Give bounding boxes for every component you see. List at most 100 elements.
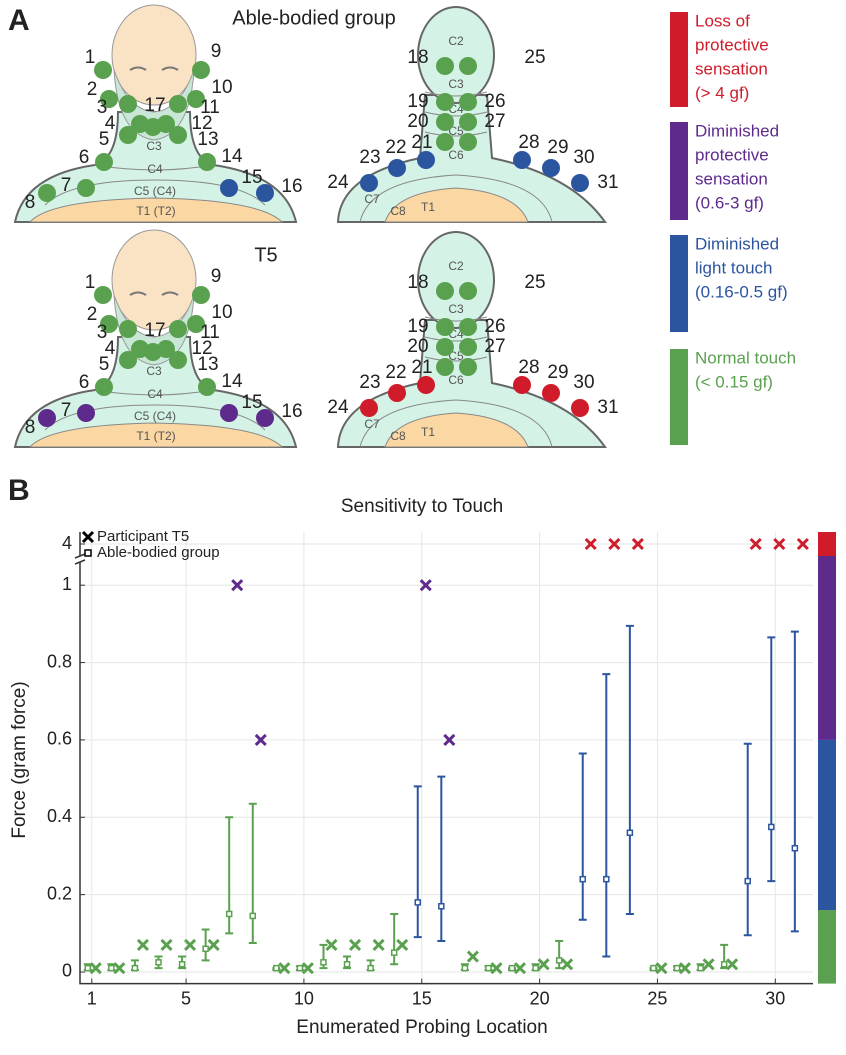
probe-dot (187, 90, 205, 108)
back-body (336, 94, 607, 223)
group-title: Able-bodied group (232, 7, 395, 29)
front-head (111, 4, 197, 106)
y-tick-label: 0.6 (47, 729, 72, 749)
median-marker (320, 959, 327, 966)
dermatome-label: C6 (448, 373, 464, 387)
median-marker (768, 823, 775, 831)
probe-dot (513, 151, 531, 169)
median-marker (720, 961, 728, 968)
t5-marker (537, 958, 550, 971)
legend-swatch (670, 349, 688, 445)
probe-dot (192, 286, 210, 304)
probe-dot (417, 151, 435, 169)
legend-text: Able-bodied group (97, 544, 220, 561)
median-marker (461, 964, 469, 972)
probe-label: 30 (573, 372, 594, 393)
probe-dot (459, 113, 477, 131)
probe-label: 23 (359, 372, 380, 393)
dermatome-label: C4 (147, 162, 163, 176)
t5-marker (655, 962, 668, 975)
axis-break (74, 553, 86, 565)
probe-label: 11 (200, 97, 220, 118)
body-diagram: Able-bodied group C3 C4 C5 (C4) T1 (T2) C2 C3 C… (13, 4, 619, 223)
probe-dot (571, 174, 589, 192)
median-marker (555, 957, 563, 964)
legend-swatch (670, 12, 688, 107)
median-marker (273, 964, 280, 972)
t5-marker (631, 537, 644, 551)
back-head (417, 6, 495, 104)
probe-dot (436, 358, 454, 376)
probe-label: 17 (144, 95, 165, 116)
probe-dot (119, 95, 137, 113)
error-bar (602, 673, 611, 958)
dermatome-label: C3 (448, 77, 464, 91)
probe-label: 18 (407, 272, 428, 293)
t5-marker (773, 537, 786, 551)
probe-dot (388, 384, 406, 402)
t5-marker (89, 962, 102, 975)
probe-label: 23 (359, 147, 380, 168)
probe-dot (100, 315, 118, 333)
back-line (359, 399, 553, 448)
t5-marker (136, 938, 149, 951)
probe-dot (94, 286, 112, 304)
probe-label: 8 (25, 417, 36, 438)
probe-label: 20 (407, 111, 428, 132)
dermatome-label: T1 (T2) (136, 204, 175, 218)
probe-label: 11 (200, 322, 220, 343)
median-marker (414, 899, 422, 906)
probe-dot (119, 320, 137, 338)
probe-dot (542, 159, 560, 177)
probe-label: 27 (484, 111, 505, 132)
probe-label: 24 (327, 172, 349, 193)
x-tick-label: 30 (765, 988, 785, 1008)
front-band (28, 197, 284, 223)
probe-dot (95, 378, 113, 396)
legend-swatch (670, 122, 688, 220)
t5-marker (443, 733, 456, 746)
probe-dot (459, 358, 477, 376)
probe-dot (169, 95, 187, 113)
legend-text: Loss of (695, 11, 750, 30)
t5-marker (207, 938, 220, 951)
panel-label: B (8, 474, 30, 507)
probe-label: 2 (87, 304, 98, 325)
median-marker (202, 945, 209, 953)
median-marker (673, 964, 681, 972)
probe-dot (436, 113, 454, 131)
probe-dot (119, 351, 137, 369)
plot-area (80, 532, 813, 984)
back-line (359, 174, 553, 223)
probe-label: 1 (85, 47, 96, 68)
error-bar (248, 802, 257, 944)
error-bar (625, 624, 634, 915)
probe-dot (436, 57, 454, 75)
probe-label: 16 (281, 401, 302, 422)
median-marker (367, 964, 374, 972)
axis-line (79, 532, 813, 985)
probe-dot (388, 159, 406, 177)
probe-dot (436, 318, 454, 336)
median-marker (178, 961, 186, 968)
probe-dot (169, 351, 187, 369)
x-tick-label: 1 (87, 988, 97, 1008)
probe-label: 16 (281, 176, 302, 197)
probe-label: 19 (407, 316, 428, 337)
threshold-band (818, 910, 836, 984)
t5-marker (160, 938, 173, 951)
x-tick-label: 5 (181, 988, 191, 1008)
back-band (384, 187, 529, 223)
panel-label: A (8, 4, 30, 37)
probe-dot (77, 179, 95, 197)
probe-label: 28 (518, 132, 539, 153)
probe-label: 3 (97, 322, 108, 343)
probe-dot (459, 318, 477, 336)
legend-text: protective (695, 145, 769, 164)
median-marker (603, 875, 610, 883)
error-bar (201, 928, 210, 962)
probe-dot (187, 315, 205, 333)
t5-marker (796, 537, 809, 551)
dermatome-label: C7 (364, 192, 380, 206)
